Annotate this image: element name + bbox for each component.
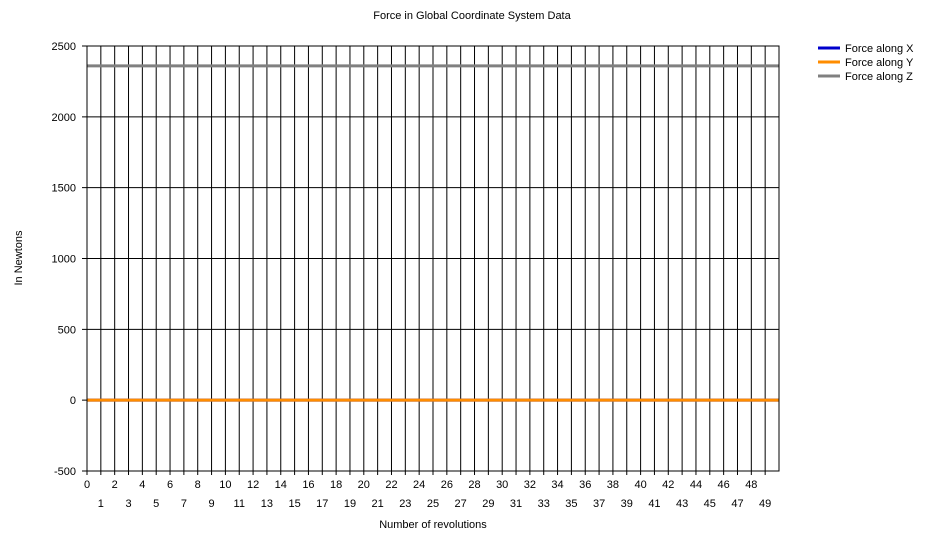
y-axis-label: In Newtons [13,230,25,286]
x-tick-label: 28 [468,479,480,491]
x-tick-label: 30 [496,479,508,491]
x-tick-label: 5 [153,498,159,510]
series-layer [87,64,779,402]
x-tick-label: 47 [731,498,743,510]
x-tick-label: 43 [676,498,688,510]
legend-label: Force along Y [845,57,914,69]
x-tick-label: 17 [316,498,328,510]
x-tick-label: 9 [208,498,214,510]
x-tick-label: 32 [524,479,536,491]
x-axis-label: Number of revolutions [379,519,487,531]
x-tick-label: 19 [344,498,356,510]
x-tick-label: 6 [167,479,173,491]
x-tick-label: 35 [565,498,577,510]
x-tick-label: 1 [98,498,104,510]
y-tick-label: 1500 [52,183,76,195]
grid [82,45,779,472]
x-tick-label: 7 [181,498,187,510]
x-tick-label: 2 [112,479,118,491]
chart-title: Force in Global Coordinate System Data [373,10,571,22]
x-tick-label: 36 [579,479,591,491]
x-tick-label: 16 [302,479,314,491]
x-tick-label: 18 [330,479,342,491]
x-tick-label: 13 [261,498,273,510]
x-tick-label: 38 [607,479,619,491]
y-tick-label: 1000 [52,254,76,266]
x-tick-label: 11 [234,498,245,510]
x-tick-label: 49 [759,498,771,510]
x-tick-label: 22 [385,479,397,491]
x-tick-label: 24 [413,479,425,491]
x-tick-label: 33 [538,498,550,510]
x-tick-label: 3 [125,498,131,510]
x-tick-label: 42 [662,479,674,491]
x-tick-label: 4 [139,479,145,491]
x-tick-label: 14 [275,479,287,491]
x-tick-label: 15 [288,498,300,510]
x-tick-label: 10 [219,479,231,491]
x-tick-label: 48 [745,479,757,491]
x-tick-label: 8 [195,479,201,491]
x-tick-label: 25 [427,498,439,510]
x-tick-label: 46 [718,479,730,491]
y-tick-label: 500 [58,324,76,336]
x-tick-label: 37 [593,498,605,510]
x-tick-label: 0 [84,479,90,491]
x-tick-label: 39 [621,498,633,510]
x-tick-label: 21 [372,498,384,510]
y-tick-label: 2000 [52,112,76,124]
y-tick-label: -500 [54,466,76,478]
x-tick-label: 26 [441,479,453,491]
ticks: -500050010001500200025000123456789101112… [52,41,772,510]
x-tick-label: 27 [455,498,467,510]
x-tick-label: 41 [648,498,660,510]
x-tick-label: 23 [399,498,411,510]
x-tick-label: 45 [704,498,716,510]
x-tick-label: 29 [482,498,494,510]
legend: Force along X Force along Y Force along Z [818,43,914,83]
x-tick-label: 44 [690,479,702,491]
x-tick-label: 20 [358,479,370,491]
y-tick-label: 0 [70,395,76,407]
x-tick-label: 34 [551,479,563,491]
legend-label: Force along X [845,43,914,55]
legend-label: Force along Z [845,71,913,83]
x-tick-label: 31 [510,498,522,510]
x-tick-label: 40 [634,479,646,491]
x-tick-label: 12 [247,479,259,491]
y-tick-label: 2500 [52,41,76,53]
